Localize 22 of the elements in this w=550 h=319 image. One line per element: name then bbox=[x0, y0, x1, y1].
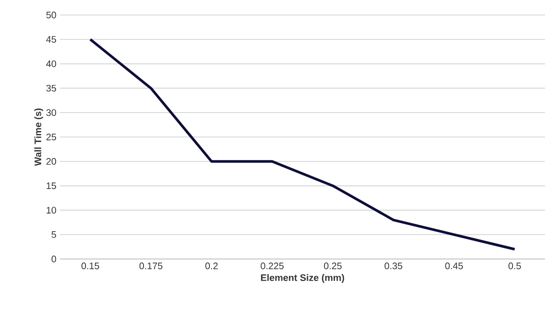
y-tick-label: 45 bbox=[46, 36, 56, 43]
x-tick-label: 0.25 bbox=[324, 262, 342, 270]
x-tick-label: 0.35 bbox=[384, 262, 402, 270]
y-axis-title: Wall Time (s) bbox=[34, 108, 44, 166]
y-tick-label: 50 bbox=[46, 12, 56, 18]
y-tick-label: 10 bbox=[46, 206, 56, 214]
y-tick-label: 25 bbox=[46, 134, 56, 140]
x-tick-label: 0.15 bbox=[81, 262, 100, 270]
y-tick-label: 30 bbox=[46, 109, 56, 116]
x-tick-label: 0.2 bbox=[205, 262, 218, 270]
x-tick-label: 0.45 bbox=[445, 262, 463, 270]
y-tick-label: 15 bbox=[46, 182, 56, 190]
line-series bbox=[89, 38, 516, 251]
x-axis-title: Element Size (mm) bbox=[261, 274, 344, 283]
y-tick-label: 35 bbox=[46, 84, 56, 92]
x-tick-label: 0.5 bbox=[508, 262, 521, 270]
x-tick-label: 0.225 bbox=[260, 262, 284, 270]
x-tick-label: 0.175 bbox=[139, 262, 162, 270]
y-tick-label: 40 bbox=[46, 60, 56, 68]
y-tick-label: 5 bbox=[52, 231, 56, 238]
y-tick-label: 20 bbox=[46, 158, 56, 165]
y-tick-label: 0 bbox=[52, 256, 56, 262]
